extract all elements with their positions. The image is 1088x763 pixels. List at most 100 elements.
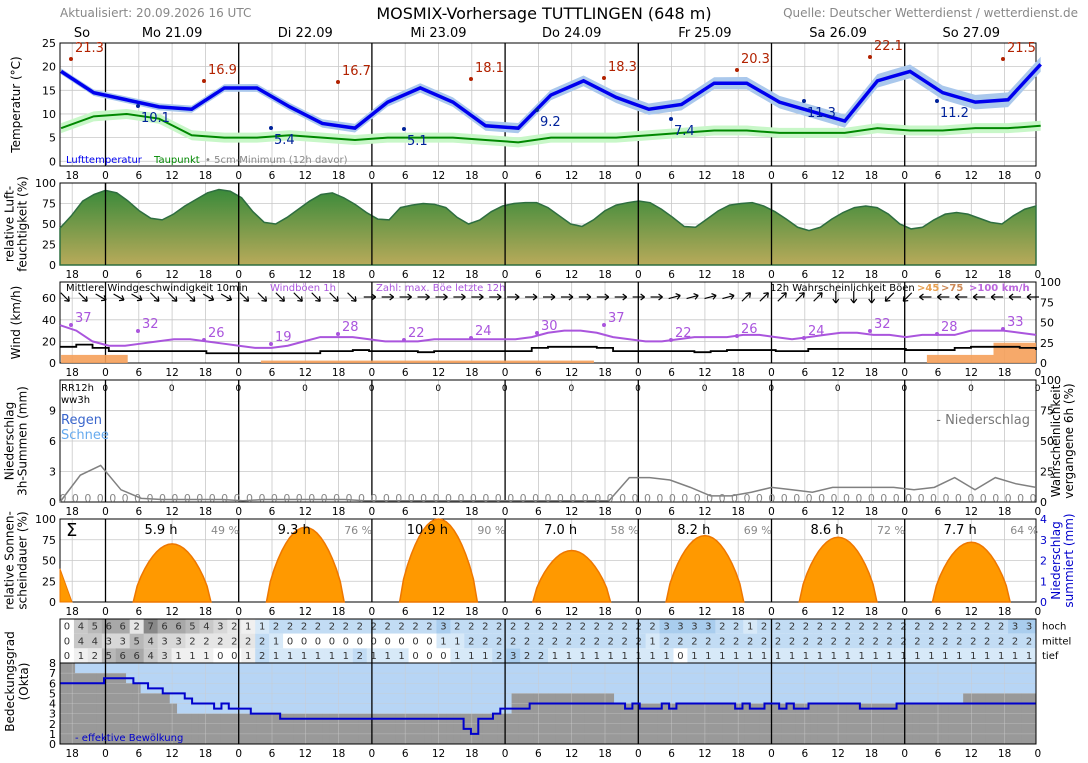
x-tick-label: 12 [432,606,445,618]
y-tick-label: 7 [49,667,56,680]
cloud-cover-bar [985,693,993,744]
wind-direction-arrow [884,292,895,302]
cloud-layer-value: 2 [468,636,474,647]
precip-3h-value: 0 [507,492,514,505]
cloud-layer-cell [213,633,228,649]
x-tick-label: 6 [668,269,675,281]
wind-direction-arrow [543,293,556,301]
y-tick-label: 20 [42,335,56,348]
x-tick-label: 6 [402,269,409,281]
cloud-layer-cell [297,633,312,649]
max-temp-dot [69,57,73,61]
x-tick-label: 6 [535,269,542,281]
precip-3h-value: 0 [408,492,415,505]
cloud-cover-bar [482,713,491,744]
arrow-head [461,293,466,301]
arrow-head [297,296,303,302]
x-tick-label: 0 [235,269,242,281]
cloud-layer-value: 0 [398,636,404,647]
cloud-layer-value: 2 [566,636,572,647]
max-temp-label: 18.3 [608,60,637,75]
x-tick-label: 18 [66,606,79,618]
sunshine-area [59,568,73,603]
cloud-cover-bar [518,693,527,744]
wind-direction-arrow [239,292,250,302]
cloud-layer-cell [701,619,716,634]
right-axis-label: Niederschlag [1049,521,1063,599]
precip-3h-value: 0 [656,492,663,505]
cloud-layer-value: 0 [64,622,70,633]
cloud-layer-value: 6 [161,622,167,633]
max-gust-dot [336,332,340,336]
cloud-layer-value: 2 [384,622,390,633]
cloud-layer-cell [673,633,688,649]
x-tick-label: 12 [299,748,312,760]
cloud-layer-value: 2 [608,636,614,647]
cloud-cover-bar [256,713,265,744]
x-tick-label: 18 [998,506,1011,518]
x-tick-label: 18 [465,506,478,518]
wind-direction-arrow [902,292,913,302]
precip-3h-value: 0 [1030,492,1037,505]
wind-direction-arrow [507,293,520,301]
cloud-layer-cell [310,633,326,649]
cloud-layer-value: 1 [245,651,251,662]
cloud-cover-bar [999,693,1008,744]
arrow-head [658,293,663,301]
cloud-layer-cell [394,648,410,663]
x-tick-label: 18 [598,606,611,618]
cloud-layer-cell [966,648,981,663]
rr12h-value: 0 [635,384,641,394]
temperature-legend: Lufttemperatur [66,155,143,166]
x-tick-label: 6 [801,269,808,281]
y-tick-label: 9 [49,405,56,418]
cloud-layer-cell [561,633,577,649]
cloud-layer-value: 2 [942,622,948,633]
min-temp-label: 11.2 [940,106,969,121]
right-tick-label: 0 [1040,357,1047,370]
y-tick-label: 8 [49,657,56,670]
cloud-layer-value: 2 [691,636,697,647]
y-tick-label: 0 [49,155,56,168]
x-tick-label: 12 [565,269,578,281]
cloud-cover-bar [598,693,607,744]
x-tick-label: 12 [831,269,844,281]
rr12h-value: 0 [569,384,575,394]
max-gust-label: 37 [75,311,92,326]
cloud-cover-bar [176,713,185,744]
x-tick-label: 18 [199,606,212,618]
cloud-layer-value: 1 [914,651,920,662]
cloud-layer-cell [310,619,326,634]
rr12h-value: 0 [435,384,441,394]
mean-wind-line [60,343,1037,355]
x-tick-label: 12 [698,367,711,379]
x-tick-label: 18 [66,506,79,518]
x-tick-label: 6 [935,269,942,281]
cloud-cover-bar [358,713,367,744]
wind-direction-arrow [741,292,752,302]
x-tick-label: 0 [235,606,242,618]
x-tick-label: 12 [299,170,312,182]
x-tick-label: 12 [432,748,445,760]
cloud-layer-value: 1 [928,651,934,662]
cloud-cover-bar [140,693,148,744]
x-tick-label: 6 [668,748,675,760]
arrow-head [208,295,215,302]
cloud-layer-value: 2 [621,636,627,647]
cloud-layer-cell [715,619,730,634]
cloud-layer-cell [129,619,145,634]
x-tick-label: 0 [102,748,109,760]
cloud-layer-value: 2 [1012,636,1018,647]
x-tick-label: 18 [199,170,212,182]
cloud-layer-cell [520,648,535,663]
arrow-head [371,293,377,301]
cloud-cover-bar [453,713,462,744]
cloud-layer-cell [478,619,493,634]
arrow-shaft [741,292,751,302]
min-temp-dot [935,99,939,103]
cloud-layer-value: 1 [621,651,627,662]
cloud-layer-value: 0 [426,636,432,647]
precip-3h-value: 0 [669,492,676,505]
cloud-layer-value: 1 [315,651,321,662]
cloud-layer-cell [729,633,744,649]
